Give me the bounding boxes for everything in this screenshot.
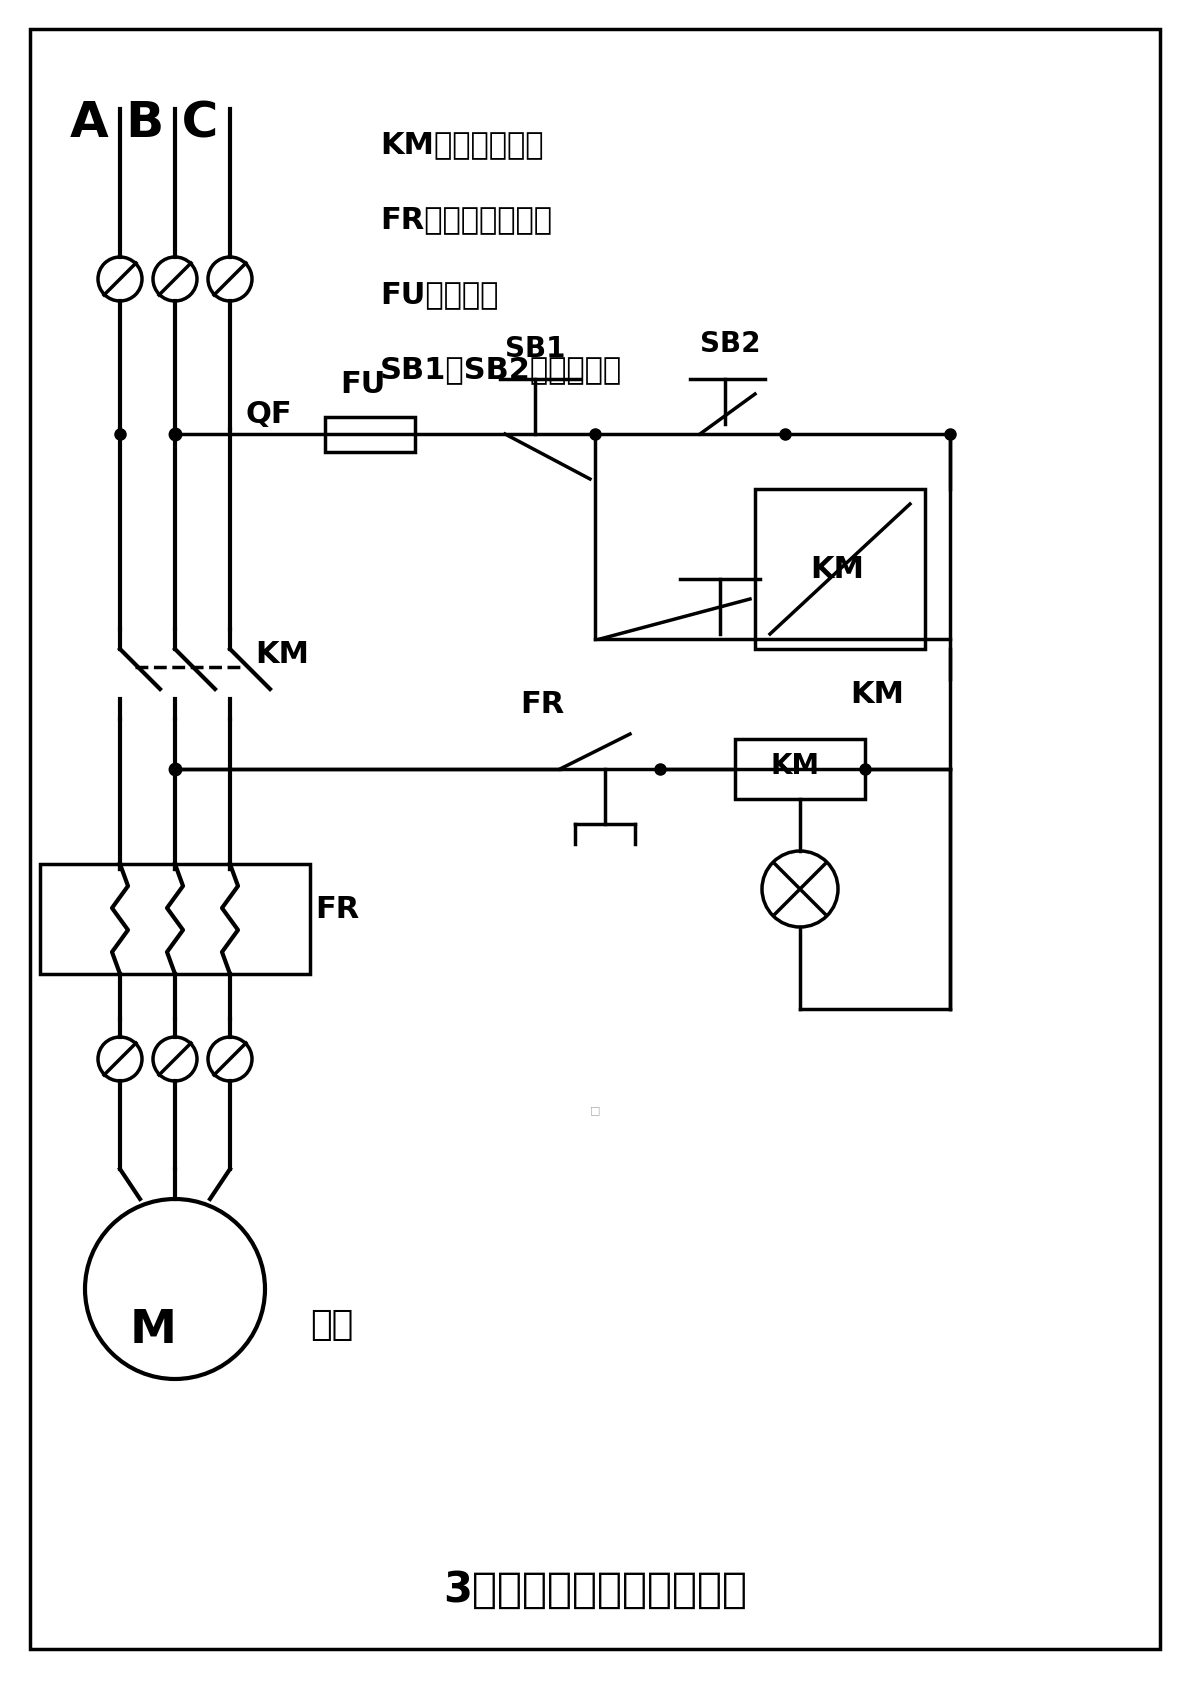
Text: QF: QF xyxy=(245,400,292,429)
FancyBboxPatch shape xyxy=(30,30,1160,1648)
Text: KM：交流接触器: KM：交流接触器 xyxy=(380,130,544,158)
Bar xyxy=(735,740,865,799)
Text: FR: FR xyxy=(315,895,359,923)
Text: 电机: 电机 xyxy=(311,1307,353,1341)
Text: □: □ xyxy=(590,1105,600,1115)
Text: FR: FR xyxy=(520,690,564,718)
Text: KM: KM xyxy=(850,680,904,708)
Bar xyxy=(40,865,311,974)
Text: KM: KM xyxy=(770,752,819,779)
Text: KM: KM xyxy=(255,639,309,669)
Text: FU：保险丝: FU：保险丝 xyxy=(380,279,499,309)
Text: KM: KM xyxy=(810,555,864,584)
Text: FR：热过载继电器: FR：热过载继电器 xyxy=(380,205,552,234)
Text: SB1: SB1 xyxy=(505,335,565,363)
Bar xyxy=(754,489,925,649)
Text: A B C: A B C xyxy=(70,99,219,148)
Text: 3相电机启、停控制接线图: 3相电机启、停控制接线图 xyxy=(443,1568,747,1610)
Text: SB1、SB2：启停按钮: SB1、SB2：启停按钮 xyxy=(380,355,622,383)
Text: SB2: SB2 xyxy=(700,330,760,358)
Text: FU: FU xyxy=(340,370,386,399)
Text: M: M xyxy=(130,1307,176,1352)
Bar xyxy=(325,417,415,452)
